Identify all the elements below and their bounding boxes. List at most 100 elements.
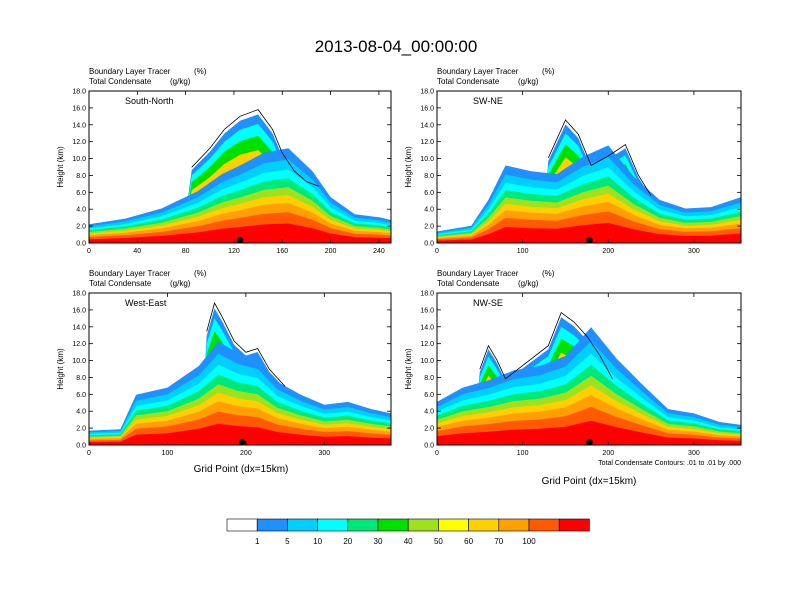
x-tick-label: 120 (228, 248, 240, 255)
y-tick-label: 2.0 (76, 426, 86, 433)
x-tick-label: 200 (240, 450, 252, 457)
y-tick-label: 10.0 (420, 358, 434, 365)
condensate-contour (547, 119, 652, 196)
tracer-field (437, 91, 741, 243)
x-tick-label: 100 (517, 248, 529, 255)
panel-label: West-East (125, 298, 167, 308)
y-tick-label: 14.0 (420, 122, 434, 129)
left-title-tracer: Boundary Layer Tracer (437, 67, 519, 76)
left-title-tracer: Boundary Layer Tracer (89, 269, 171, 278)
y-tick-label: 8.0 (76, 173, 86, 180)
left-title-condensate: Total Condensate (437, 77, 500, 86)
left-title-tracer: Boundary Layer Tracer (437, 269, 519, 278)
panel-west-east: 0.0 2.0 4.0 6.0 8.0 10.0 12.0 14.0 16.0 18.0 0 100 2… (56, 269, 392, 457)
y-tick-label: 0.0 (76, 443, 86, 450)
y-tick-label: 14.0 (72, 324, 86, 331)
contour-note: Total Condensate Contours: .01 to .01 by… (598, 460, 741, 467)
y-tick-label: 18.0 (420, 291, 434, 298)
location-marker (586, 438, 593, 446)
y-tick-label: 16.0 (420, 307, 434, 314)
x-tick-label: 160 (276, 248, 288, 255)
colorbar-box (528, 518, 560, 532)
tracer-field (437, 293, 741, 445)
panel-nw-se: 0.0 2.0 4.0 6.0 8.0 10.0 12.0 14.0 16.0 18.0 0 100 2… (404, 269, 742, 457)
x-tick-label: 300 (318, 450, 330, 457)
panel-sw-ne: 0.0 2.0 4.0 6.0 8.0 10.0 12.0 14.0 16.0 18.0 0 100 2… (404, 67, 742, 255)
x-tick-label: 100 (162, 450, 174, 457)
x-tick-label: 200 (325, 248, 337, 255)
colorbar-box (226, 518, 258, 532)
colorbar-label: 20 (343, 537, 352, 546)
colorbar-label: 50 (434, 537, 443, 546)
colorbar-label: 30 (374, 537, 383, 546)
y-tick-label: 16.0 (72, 105, 86, 112)
y-tick-label: 10.0 (420, 156, 434, 163)
y-tick-label: 4.0 (76, 409, 86, 416)
y-tick-label: 2.0 (424, 224, 434, 231)
x-tick-label: 200 (602, 450, 614, 457)
y-tick-label: 2.0 (424, 426, 434, 433)
x-tick-label: 300 (688, 450, 700, 457)
panel-label: SW-NE (473, 96, 503, 106)
x-tick-label: 100 (517, 450, 529, 457)
y-tick-label: 8.0 (76, 375, 86, 382)
colorbar-label: 5 (285, 537, 290, 546)
colorbar-box (558, 518, 590, 532)
tracer-field (89, 293, 391, 445)
colorbar-label: 10 (313, 537, 322, 546)
tracer-band (437, 420, 741, 445)
unit-condensate: (g/kg) (518, 279, 539, 288)
plot-frame (88, 292, 392, 446)
unit-tracer: (%) (542, 269, 555, 278)
colorbar-label: 60 (464, 537, 473, 546)
colorbar-box (377, 518, 409, 532)
unit-tracer: (%) (542, 67, 555, 76)
left-title-condensate: Total Condensate (89, 279, 152, 288)
y-tick-label: 4.0 (424, 409, 434, 416)
colorbar: 1 5 10 20 30 40 50 60 70 100 (226, 518, 590, 546)
y-tick-label: 10.0 (72, 358, 86, 365)
colorbar-box (347, 518, 379, 532)
y-tick-label: 0.0 (424, 443, 434, 450)
x-tick-label: 80 (182, 248, 190, 255)
unit-condensate: (g/kg) (170, 279, 191, 288)
panel-label: NW-SE (473, 298, 503, 308)
y-tick-label: 0.0 (424, 241, 434, 248)
y-tick-label: 18.0 (72, 89, 86, 96)
colorbar-box (287, 518, 318, 532)
y-tick-label: 12.0 (72, 341, 86, 348)
y-tick-label: 12.0 (420, 341, 434, 348)
unit-tracer: (%) (194, 67, 207, 76)
panel-south-north: 0.0 2.0 4.0 6.0 8.0 10.0 12.0 14.0 16.0 18.0 0 40 80… (56, 67, 392, 255)
colorbar-label: 40 (404, 537, 413, 546)
colorbar-box (317, 518, 349, 532)
y-tick-label: 4.0 (76, 207, 86, 214)
y-axis-label: Height (km) (404, 348, 413, 390)
location-marker (236, 236, 244, 244)
condensate-contour (191, 109, 319, 187)
x-tick-label: 0 (87, 248, 91, 255)
y-tick-label: 10.0 (72, 156, 86, 163)
y-tick-label: 16.0 (420, 105, 434, 112)
colorbar-box (407, 518, 439, 532)
y-axis-label: Height (km) (404, 146, 413, 188)
y-tick-label: 4.0 (424, 207, 434, 214)
tracer-field (89, 91, 391, 243)
y-tick-label: 12.0 (72, 139, 86, 146)
plot-frame (88, 90, 392, 244)
y-tick-label: 0.0 (76, 241, 86, 248)
y-tick-label: 16.0 (72, 307, 86, 314)
x-tick-label: 0 (87, 450, 91, 457)
colorbar-box (468, 518, 500, 532)
y-tick-label: 18.0 (420, 89, 434, 96)
y-axis-label: Height (km) (56, 348, 65, 390)
colorbar-label: 70 (494, 537, 503, 546)
x-axis-label-nw-se: Grid Point (dx=15km) (542, 476, 637, 487)
x-tick-label: 40 (133, 248, 141, 255)
unit-tracer: (%) (194, 269, 207, 278)
left-title-condensate: Total Condensate (89, 77, 152, 86)
colorbar-box (498, 518, 530, 532)
x-tick-label: 300 (688, 248, 700, 255)
left-title-condensate: Total Condensate (437, 279, 500, 288)
